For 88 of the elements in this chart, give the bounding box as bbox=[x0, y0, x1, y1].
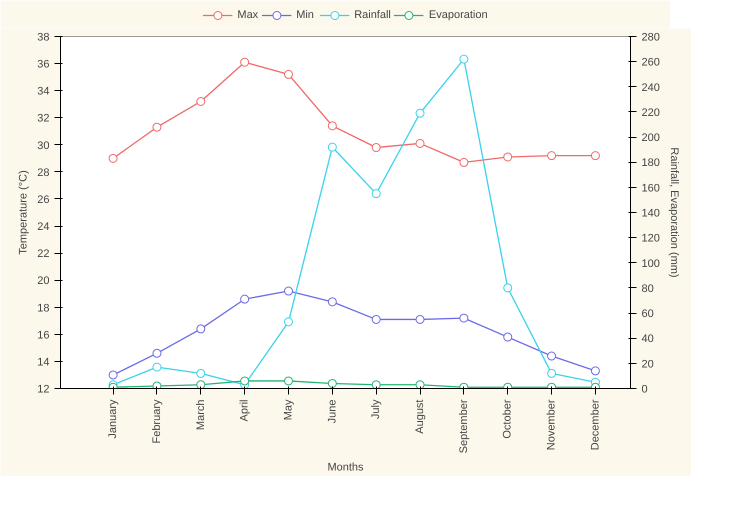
y2-tick-label: 20 bbox=[642, 358, 654, 370]
point bbox=[547, 151, 556, 160]
y2-tick-label: 60 bbox=[642, 308, 654, 320]
y2-tick-label: 180 bbox=[642, 157, 660, 170]
point bbox=[152, 362, 162, 372]
point bbox=[590, 151, 600, 160]
y-tick-label: 28 bbox=[37, 166, 50, 179]
point bbox=[240, 376, 250, 386]
point bbox=[328, 121, 337, 130]
y-tick-label: 36 bbox=[37, 58, 50, 71]
point bbox=[328, 378, 337, 388]
legend-label: Rainfall bbox=[354, 9, 391, 21]
point bbox=[284, 376, 293, 386]
x-tick-label: July bbox=[370, 399, 382, 420]
y2-tick-label: 120 bbox=[642, 232, 660, 245]
y2-tick-label: 140 bbox=[642, 208, 660, 220]
y-tick-label: 32 bbox=[37, 112, 50, 125]
point bbox=[108, 370, 118, 380]
point bbox=[459, 314, 468, 323]
x-tick-label: January bbox=[107, 399, 120, 439]
x-tick-label: September bbox=[458, 399, 470, 454]
legend-label: Evaporation bbox=[428, 9, 488, 21]
x-tick-label: February bbox=[150, 399, 163, 444]
y2-tick-label: 100 bbox=[642, 258, 660, 270]
point bbox=[284, 286, 293, 296]
y-tick-label: 34 bbox=[37, 86, 50, 98]
point bbox=[196, 96, 206, 106]
y2-tick-label: 260 bbox=[642, 56, 660, 69]
point bbox=[152, 348, 162, 358]
x-tick-label: August bbox=[414, 399, 426, 434]
y-tick-label: 24 bbox=[37, 221, 50, 234]
y-tick-label: 12 bbox=[37, 384, 50, 396]
point bbox=[152, 381, 162, 388]
y-tick-label: 26 bbox=[37, 194, 50, 206]
point bbox=[240, 58, 250, 67]
y2-tick-label: 0 bbox=[642, 384, 648, 396]
y-tick-label: 14 bbox=[37, 356, 50, 368]
y2-tick-label: 240 bbox=[642, 82, 660, 94]
point bbox=[240, 294, 250, 304]
point bbox=[372, 143, 381, 152]
point bbox=[416, 380, 425, 388]
point bbox=[328, 142, 337, 152]
y2-axis-title: Rainfall, Evaporation (mm) bbox=[668, 147, 680, 278]
y-tick-label: 20 bbox=[37, 275, 50, 288]
point bbox=[590, 366, 600, 376]
y-tick-label: 38 bbox=[37, 32, 50, 44]
x-axis-title: Months bbox=[327, 461, 364, 474]
x-tick-label: November bbox=[546, 399, 558, 450]
y2-tick-label: 80 bbox=[642, 282, 654, 295]
point bbox=[108, 154, 118, 163]
point bbox=[328, 297, 337, 306]
point bbox=[547, 352, 556, 360]
y-tick-label: 16 bbox=[37, 329, 50, 342]
x-tick-label: December bbox=[589, 399, 602, 450]
x-tick-label: May bbox=[282, 399, 294, 420]
point bbox=[372, 189, 381, 198]
point bbox=[152, 122, 162, 132]
y-tick-label: 22 bbox=[37, 248, 50, 260]
point bbox=[284, 317, 293, 326]
point bbox=[547, 368, 556, 378]
point bbox=[503, 152, 512, 162]
point bbox=[372, 314, 381, 324]
legend-label: Max bbox=[237, 9, 258, 21]
point bbox=[416, 108, 425, 118]
y-axis-title: Temperature (°C) bbox=[17, 170, 30, 255]
point bbox=[459, 158, 468, 167]
y2-tick-label: 40 bbox=[642, 333, 654, 346]
x-tick-label: October bbox=[502, 399, 514, 439]
y2-tick-label: 200 bbox=[642, 132, 660, 144]
y-tick-label: 18 bbox=[37, 302, 50, 314]
point bbox=[196, 368, 206, 378]
legend-label: Min bbox=[296, 9, 315, 21]
point bbox=[459, 54, 468, 64]
y2-tick-label: 220 bbox=[642, 106, 660, 119]
x-tick-label: April bbox=[238, 399, 251, 422]
y2-tick-label: 160 bbox=[642, 182, 660, 194]
point bbox=[503, 283, 512, 292]
x-tick-label: March bbox=[194, 400, 207, 430]
point bbox=[503, 332, 512, 342]
y-tick-label: 30 bbox=[37, 140, 50, 152]
point bbox=[196, 380, 206, 388]
point bbox=[284, 70, 293, 79]
point bbox=[416, 314, 425, 324]
point bbox=[196, 324, 206, 334]
x-tick-label: June bbox=[326, 399, 338, 424]
point bbox=[416, 138, 425, 148]
y2-tick-label: 280 bbox=[642, 32, 660, 44]
point bbox=[372, 380, 381, 388]
